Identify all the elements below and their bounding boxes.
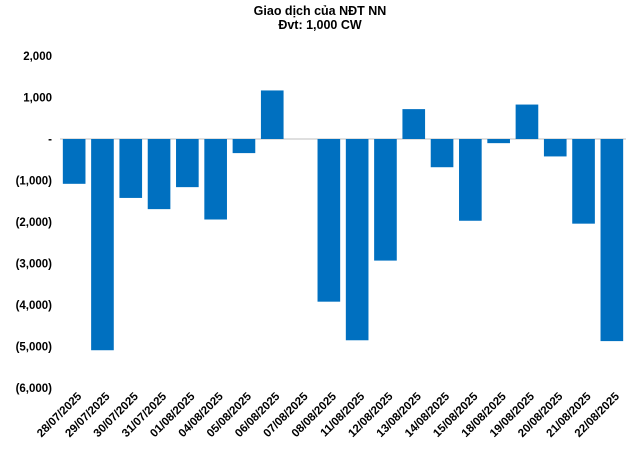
bar [62,139,86,184]
y-tick-label: (4,000) [16,300,53,312]
bar [91,139,114,351]
y-tick-label: (5,000) [16,342,53,354]
bar [600,139,624,342]
bar [402,109,426,139]
chart-title: Giao dịch của NĐT NN [253,4,387,18]
bar [232,139,256,154]
bar [147,139,171,210]
bar [572,139,595,224]
y-tick-label: 2,000 [23,51,52,63]
bar [204,139,227,220]
y-tick-label: (3,000) [16,259,53,271]
y-tick-label: - [48,134,52,146]
bar [543,139,567,157]
bar [317,139,341,302]
y-tick-label: 1,000 [23,93,52,105]
bar [487,139,510,144]
bar [176,139,199,188]
bar [430,139,454,168]
bar [119,139,143,198]
y-tick-label: (2,000) [16,217,53,229]
chart-subtitle: Đvt: 1,000 CW [278,18,362,32]
bar [345,139,369,341]
y-tick-label: (6,000) [16,383,53,395]
bar [515,104,539,139]
bar [260,90,284,139]
bar [374,139,397,261]
y-tick-label: (1,000) [16,176,53,188]
bar [459,139,482,221]
